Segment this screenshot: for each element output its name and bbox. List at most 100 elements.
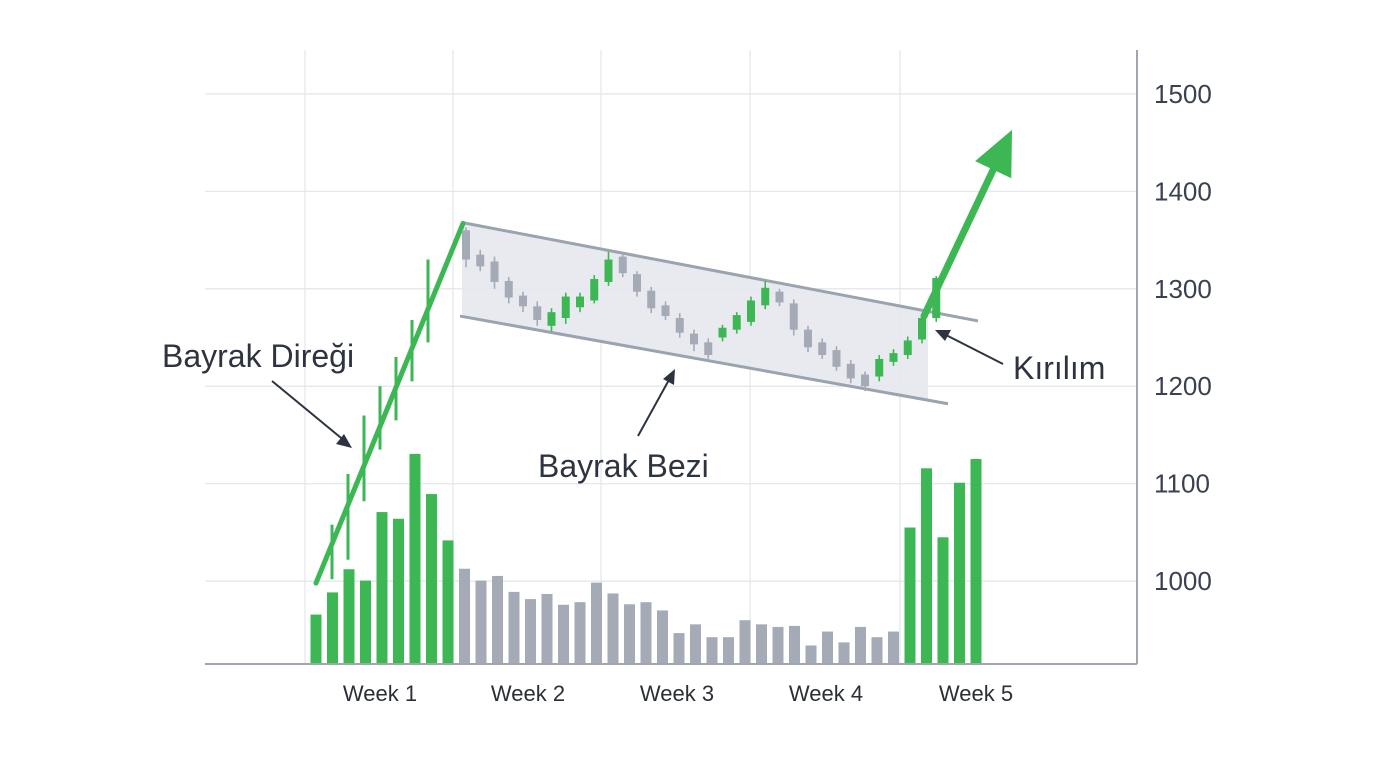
volume-bar <box>343 569 355 664</box>
volume-bar <box>838 642 850 664</box>
candle-body <box>647 290 656 309</box>
candle-body <box>519 295 527 307</box>
volume-bar <box>690 624 701 664</box>
volume-bar <box>393 518 404 664</box>
y-tick-label: 1400 <box>1154 176 1212 206</box>
candle-body <box>704 342 713 356</box>
candle-body <box>490 261 499 282</box>
volume-bar <box>459 568 470 664</box>
candle-body <box>576 296 584 308</box>
grid-layer <box>205 50 1137 664</box>
pole-label: Bayrak Direği <box>162 338 354 374</box>
candle-body <box>889 353 898 362</box>
x-tick-label: Week 3 <box>640 681 714 706</box>
candle-body <box>903 340 912 356</box>
candle-body <box>747 300 755 322</box>
candle-body <box>832 350 841 367</box>
breakout-layer <box>920 129 1012 320</box>
breakout-arrow-shaft <box>920 166 997 320</box>
volume-bar <box>508 591 520 664</box>
volume-bar <box>640 602 652 664</box>
candle-body <box>804 329 812 348</box>
volume-bar <box>360 580 371 664</box>
volume-bar <box>904 527 916 664</box>
volume-bar <box>376 512 388 664</box>
flagpole-layer <box>313 220 466 586</box>
volume-bar <box>706 637 718 664</box>
annotation-breakout: Kırılım <box>935 330 1105 386</box>
volume-bar <box>624 604 635 664</box>
volume-bar <box>723 637 734 664</box>
candle-body <box>476 254 485 267</box>
volume-bar <box>525 599 536 664</box>
volume-bar <box>855 626 866 664</box>
candle-layer <box>462 227 941 392</box>
flag-pointer-line <box>637 377 671 437</box>
candle-body <box>618 256 627 274</box>
volume-bar <box>756 624 767 664</box>
candle-body <box>633 274 641 292</box>
y-tick-label: 1500 <box>1154 79 1212 109</box>
candle-body <box>504 280 513 298</box>
pole-pointer-arrowhead <box>336 434 352 448</box>
flag-pointer-arrowhead <box>663 369 675 385</box>
volume-bar <box>871 637 883 664</box>
volume-bar <box>673 633 685 664</box>
volume-bar <box>739 620 751 664</box>
volume-bar <box>772 626 784 664</box>
candle-body <box>818 342 827 356</box>
volume-bar <box>657 610 668 664</box>
candle-body <box>775 291 784 303</box>
volume-bar <box>789 625 800 664</box>
volume-bar <box>970 459 982 664</box>
candle-body <box>462 230 470 260</box>
x-tick-label: Week 2 <box>491 681 565 706</box>
candle-body <box>590 279 599 301</box>
candle-body <box>690 333 698 345</box>
candle-body <box>846 363 855 379</box>
flag-label: Bayrak Bezi <box>538 448 709 484</box>
volume-bar <box>607 593 619 664</box>
x-tick-label: Week 1 <box>343 681 417 706</box>
breakout-pointer-arrowhead <box>935 330 951 341</box>
axis-layer: 1000 1100 1200 1300 1400 1500 Week 1 Week 2 Week… <box>205 50 1212 706</box>
candle-body <box>732 315 741 330</box>
candle-body <box>789 303 798 330</box>
volume-bar <box>558 604 569 664</box>
volume-bar <box>442 540 454 664</box>
volume-bar <box>310 614 322 664</box>
annotation-flag: Bayrak Bezi <box>538 369 709 484</box>
y-tick-label: 1000 <box>1154 566 1212 596</box>
candle-body <box>561 296 570 319</box>
volume-bar <box>591 582 602 664</box>
flag-layer <box>459 221 979 406</box>
candle-body <box>875 358 884 377</box>
breakout-label: Kırılım <box>1013 350 1105 386</box>
candle-body <box>861 374 869 387</box>
flagpole-line <box>313 220 466 586</box>
volume-bar <box>426 494 437 664</box>
candle-body <box>661 305 670 317</box>
breakout-arrowhead <box>975 129 1012 179</box>
x-tick-label: Week 5 <box>939 681 1013 706</box>
flag-fill <box>462 222 928 401</box>
candle-body <box>718 327 727 338</box>
y-tick-label: 1200 <box>1154 371 1212 401</box>
candle-body <box>547 312 556 326</box>
candle-body <box>533 306 542 320</box>
volume-layer <box>310 453 982 664</box>
annotation-pole: Bayrak Direği <box>162 338 354 448</box>
volume-bar <box>475 580 487 664</box>
volume-bar <box>409 453 421 664</box>
volume-bar <box>492 575 503 664</box>
volume-bar <box>888 631 899 664</box>
y-tick-label: 1100 <box>1154 469 1210 499</box>
x-tick-label: Week 4 <box>789 681 863 706</box>
volume-bar <box>937 537 949 664</box>
candle-body <box>761 287 770 306</box>
volume-bar <box>822 631 833 664</box>
volume-bar <box>541 593 553 664</box>
volume-bar <box>574 602 586 664</box>
candle-body <box>604 259 613 282</box>
